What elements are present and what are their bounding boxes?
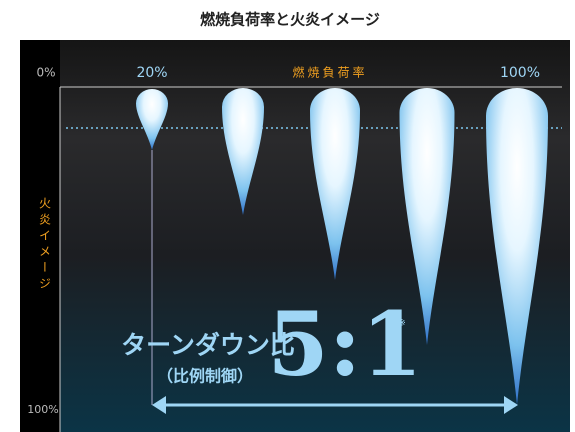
x-start: 0% bbox=[36, 66, 55, 80]
x-label: 燃焼負荷率 bbox=[292, 65, 367, 80]
flames bbox=[136, 87, 548, 406]
y-label: 火炎イメージ bbox=[38, 197, 52, 293]
turndown-label: ターンダウン比 bbox=[121, 331, 295, 360]
flame bbox=[310, 88, 360, 281]
y-bottom: 100% bbox=[27, 403, 58, 416]
title: 燃焼負荷率と火炎イメージ bbox=[200, 11, 380, 29]
turndown-sub: （比例制御） bbox=[157, 367, 253, 386]
arrow-head bbox=[504, 396, 518, 414]
x-min-load: 20% bbox=[136, 65, 167, 81]
x-max-load: 100% bbox=[500, 65, 540, 81]
gutter bbox=[20, 40, 60, 432]
flame bbox=[136, 89, 168, 150]
arrow-head bbox=[152, 396, 166, 414]
note-mark: ※ bbox=[398, 319, 406, 329]
flame bbox=[399, 88, 455, 345]
flame bbox=[486, 88, 548, 406]
turndown-arrow bbox=[152, 396, 518, 414]
turndown-ratio: 5:1 bbox=[268, 292, 423, 396]
flame bbox=[222, 87, 264, 215]
panel bbox=[20, 40, 570, 432]
